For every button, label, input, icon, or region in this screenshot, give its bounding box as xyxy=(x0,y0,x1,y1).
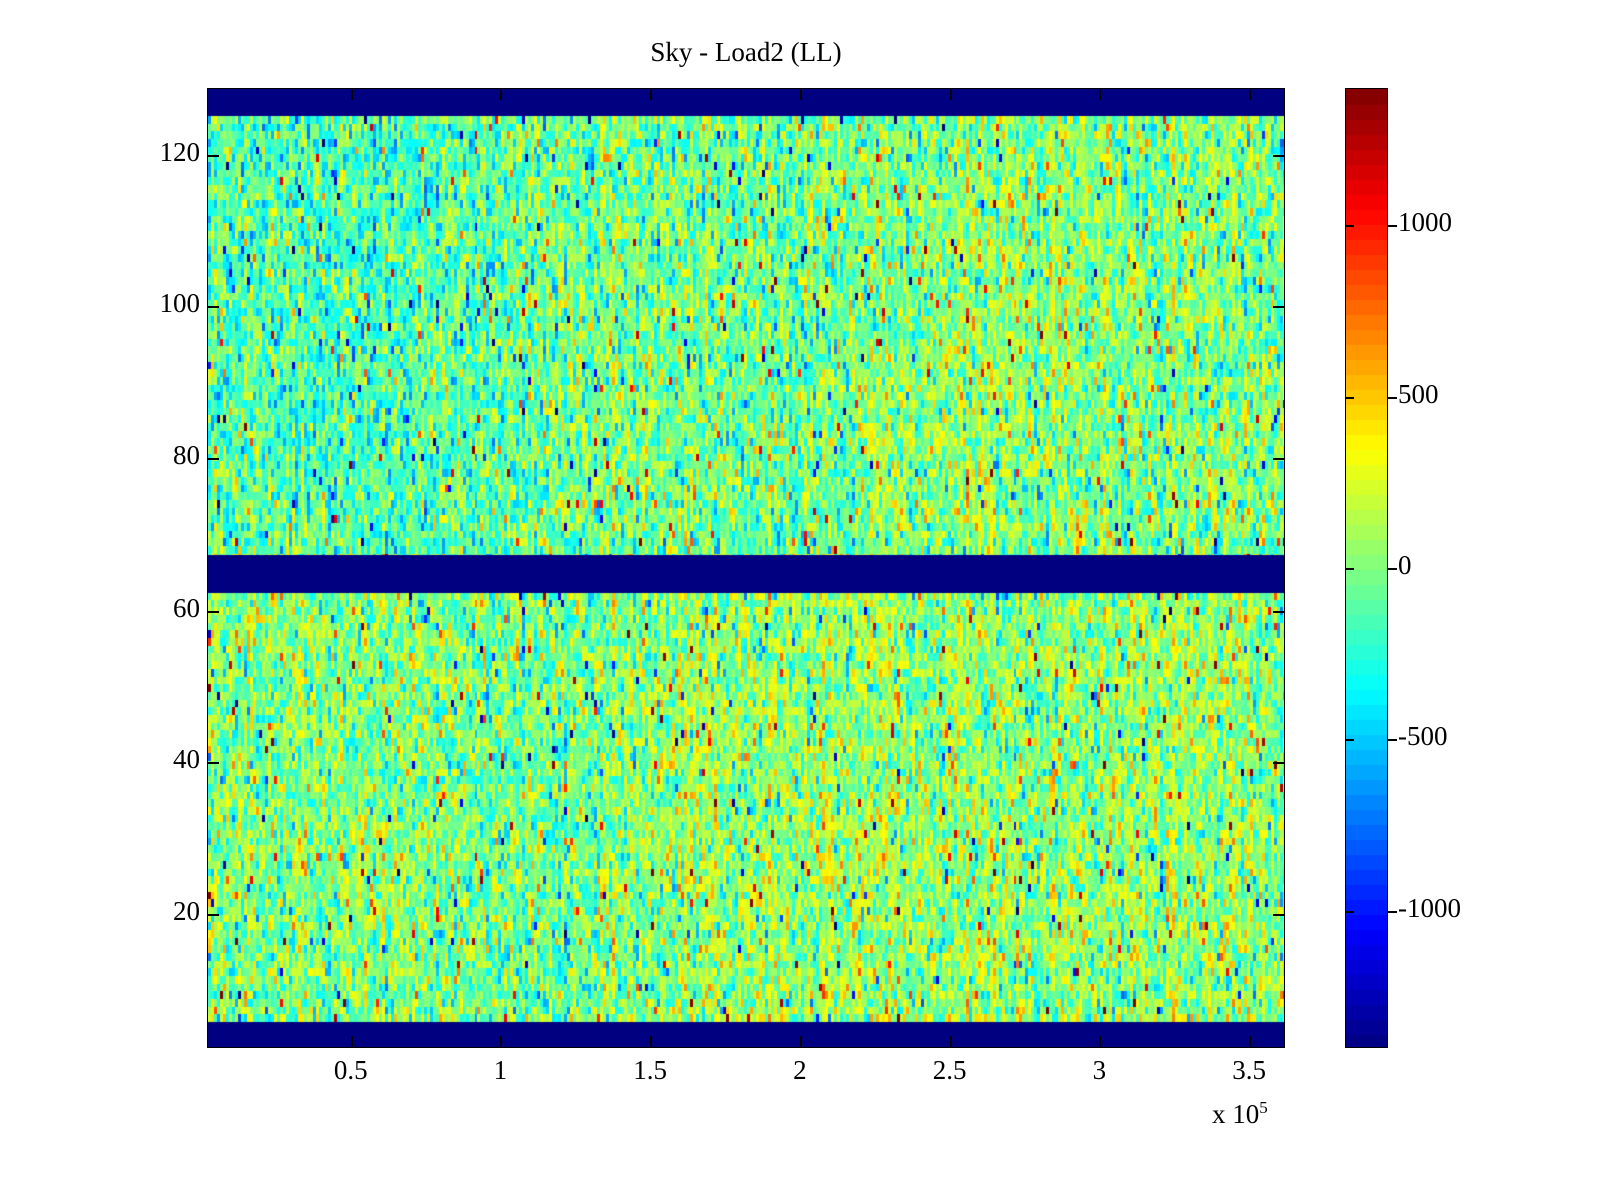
colorbar-tick-label: 1000 xyxy=(1398,207,1452,238)
y-axis-tick-mark-right xyxy=(1273,306,1285,309)
x-axis-tick-label: 1 xyxy=(493,1055,508,1085)
colorbar-tick-mark-right xyxy=(1388,225,1397,228)
x-axis-tick-mark-top xyxy=(1249,88,1252,100)
colorbar-tick-mark-right xyxy=(1388,568,1397,570)
y-axis-tick-mark xyxy=(207,611,219,614)
x-axis-tick-mark-top xyxy=(500,88,503,100)
y-axis-tick-mark xyxy=(207,155,219,158)
colorbar-tick-mark xyxy=(1345,568,1354,570)
x-axis-tick-mark xyxy=(1249,1036,1252,1048)
colorbar-tick-mark-right xyxy=(1388,910,1397,913)
y-axis-tick-mark xyxy=(207,762,219,765)
y-axis-tick-mark xyxy=(207,913,219,916)
page-title: Sky - Load2 (LL) xyxy=(650,37,842,67)
x-axis-tick-label: 3 xyxy=(1092,1055,1107,1085)
y-axis-tick-label: 20 xyxy=(173,895,200,926)
y-axis-tick-mark-right xyxy=(1273,913,1285,916)
colorbar-tick-mark xyxy=(1345,225,1354,228)
y-axis-tick-label: 120 xyxy=(159,137,201,168)
heatmap-image xyxy=(208,89,1284,1047)
x-axis-tick-label: 3.5 xyxy=(1232,1055,1266,1085)
y-axis-tick-label: 100 xyxy=(159,288,201,319)
x-axis-tick-mark xyxy=(949,1036,952,1048)
y-axis-tick-mark-right xyxy=(1273,611,1285,614)
colorbar-tick-label: 500 xyxy=(1398,378,1439,409)
colorbar-tick-label: -1000 xyxy=(1398,892,1461,923)
x-axis-exponent-power: 5 xyxy=(1259,1098,1268,1117)
x-axis-tick-mark xyxy=(350,1036,353,1048)
x-axis-tick-label: 2.5 xyxy=(932,1055,967,1085)
x-axis-tick-mark-top xyxy=(350,88,353,100)
y-axis-tick-label: 80 xyxy=(173,439,200,470)
x-axis-tick-label: 0.5 xyxy=(333,1055,368,1085)
y-axis-tick-mark xyxy=(207,457,219,460)
x-axis-exponent-label: x 105 xyxy=(1212,1098,1268,1130)
colorbar-tick-mark xyxy=(1345,739,1354,742)
x-axis-tick-mark-top xyxy=(799,88,802,100)
x-axis-tick-mark xyxy=(799,1036,802,1048)
y-axis-tick-label: 40 xyxy=(173,744,200,775)
colorbar-tick-mark xyxy=(1345,910,1354,913)
y-axis-tick-mark-right xyxy=(1273,155,1285,158)
heatmap-axes[interactable] xyxy=(207,88,1285,1048)
colorbar-tick-label: 0 xyxy=(1398,550,1412,580)
y-axis-tick-mark-right xyxy=(1273,457,1285,460)
colorbar-tick-mark-right xyxy=(1388,396,1397,399)
colorbar-tick-mark xyxy=(1345,396,1354,399)
colorbar-tick-label: -500 xyxy=(1398,721,1448,752)
x-axis-tick-label: 1.5 xyxy=(633,1055,668,1085)
colorbar-tick-mark-right xyxy=(1388,739,1397,742)
x-axis-tick-mark-top xyxy=(650,88,653,100)
x-axis-tick-mark-top xyxy=(949,88,952,100)
x-axis-tick-mark xyxy=(1099,1036,1102,1048)
x-axis-tick-label: 2 xyxy=(793,1055,807,1085)
y-axis-tick-mark xyxy=(207,306,219,309)
x-axis-tick-mark-top xyxy=(1099,88,1102,100)
y-axis-tick-label: 60 xyxy=(173,593,200,624)
x-axis-tick-mark xyxy=(500,1036,503,1048)
x-axis-exponent-prefix: x 10 xyxy=(1212,1099,1260,1129)
y-axis-tick-mark-right xyxy=(1273,762,1285,765)
x-axis-tick-mark xyxy=(650,1036,653,1048)
